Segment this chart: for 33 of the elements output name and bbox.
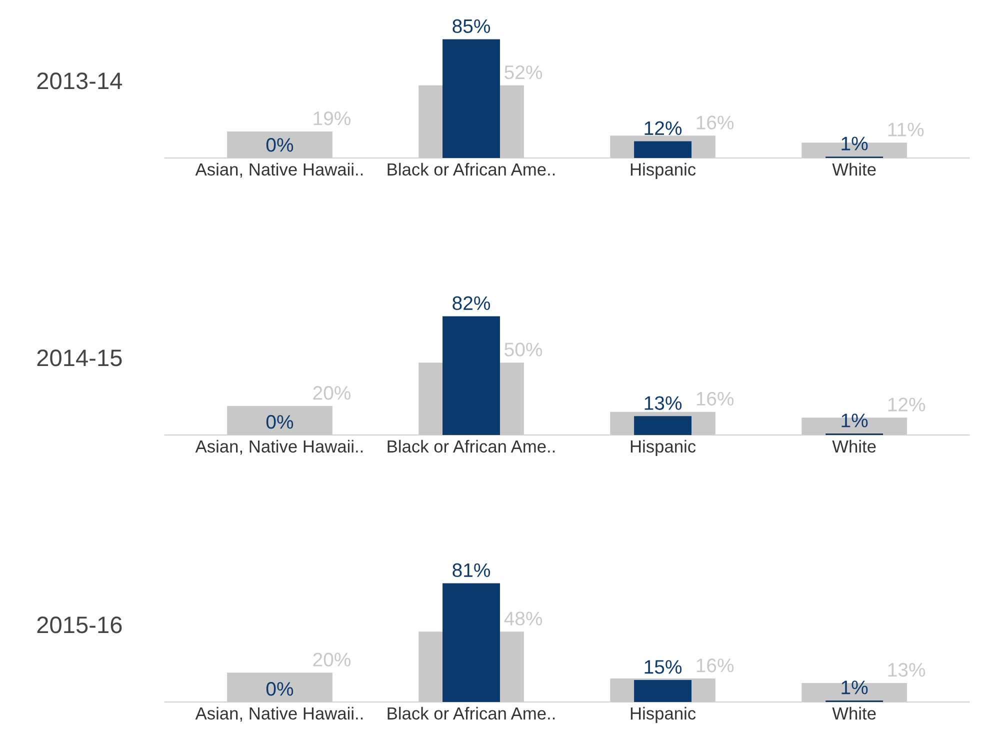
data-label: 1% xyxy=(842,680,868,694)
data-label: 1% xyxy=(842,414,868,428)
data-label: 1% xyxy=(842,136,868,150)
x-tick-label: Hispanic xyxy=(630,706,696,724)
data-label: 81% xyxy=(452,563,490,578)
data-label: 15% xyxy=(644,660,682,674)
x-tick-label: Black or African Ame.. xyxy=(388,440,555,453)
data-label: 13% xyxy=(644,396,682,410)
x-tick-label: Hispanic xyxy=(630,162,696,180)
data-label: 82% xyxy=(452,296,490,310)
data-label: 12% xyxy=(644,121,682,135)
text: 2015-16 xyxy=(37,616,122,634)
bar xyxy=(634,680,692,702)
x-tick-label: Black or African Ame.. xyxy=(388,706,555,720)
data-label: 0% xyxy=(266,682,294,696)
x-tick-label: Black or African Ame.. xyxy=(388,162,555,176)
bar xyxy=(442,39,500,158)
bar xyxy=(634,141,692,158)
bar xyxy=(442,583,500,702)
x-tick-label: Asian, Native Hawaii.. xyxy=(195,440,363,455)
bar xyxy=(442,316,500,435)
x-tick-label: Hispanic xyxy=(630,440,696,456)
x-tick-label: White xyxy=(832,440,876,453)
x-tick-label: White xyxy=(832,162,876,176)
x-tick-label: Asian, Native Hawaii.. xyxy=(195,706,363,722)
x-tick-label: White xyxy=(832,706,876,720)
x-tick-label: Asian, Native Hawaii.. xyxy=(195,162,363,178)
data-label: 0% xyxy=(266,415,294,429)
bar xyxy=(634,416,692,435)
data-label: 85% xyxy=(452,19,490,34)
text: 2013-14 xyxy=(37,72,122,90)
text: 2014-15 xyxy=(37,350,122,366)
data-label: 0% xyxy=(266,138,294,152)
